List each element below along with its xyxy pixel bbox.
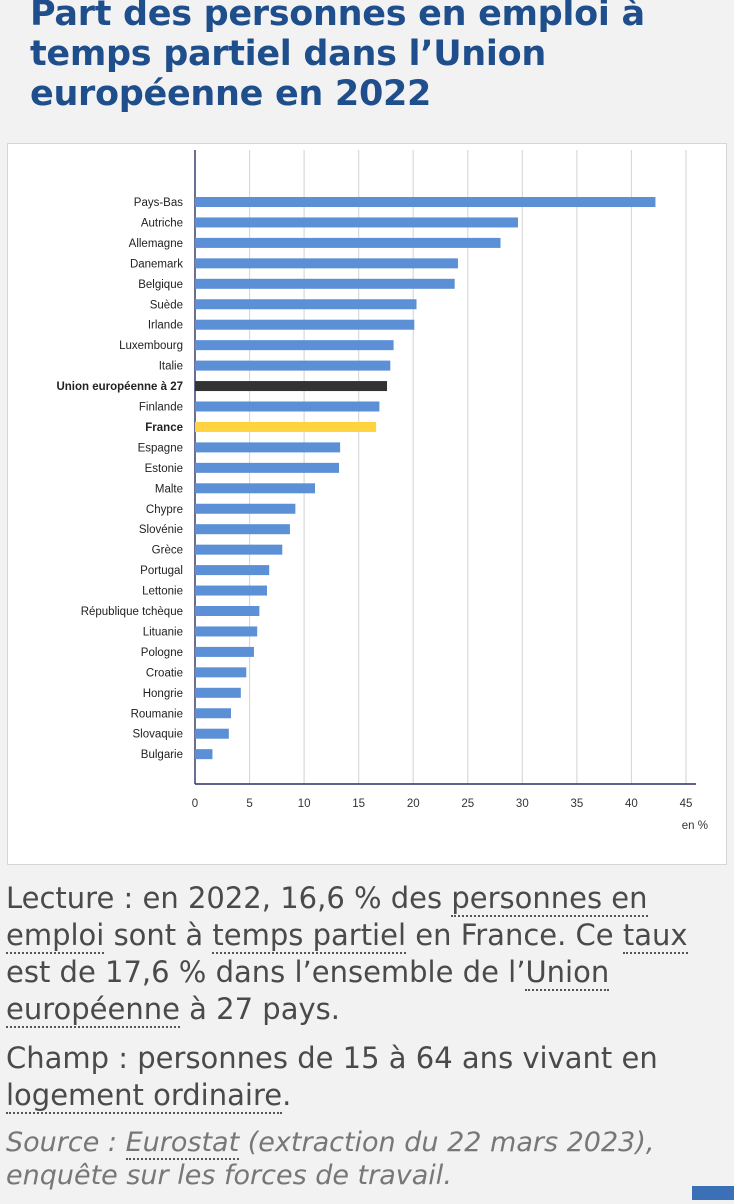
- category-label: Finlande: [139, 402, 183, 414]
- bar: [195, 687, 241, 698]
- category-label: Slovénie: [139, 524, 183, 536]
- bar: [195, 258, 458, 269]
- bar: [195, 708, 232, 719]
- x-tick-label: 15: [352, 798, 365, 810]
- bar: [195, 544, 283, 555]
- category-label: Hongrie: [143, 688, 183, 700]
- x-tick-label: 35: [570, 798, 583, 810]
- bar: [195, 217, 518, 228]
- category-label: Danemark: [130, 258, 183, 270]
- chart-notes: Lecture : en 2022, 16,6 % des personnes …: [6, 880, 730, 1204]
- note-text: (extraction du 22 mars 2023), enquête su…: [6, 1127, 655, 1191]
- note-text: en France. Ce: [406, 918, 623, 952]
- glossary-link[interactable]: Eurostat: [125, 1127, 240, 1160]
- chart-panel: 0 5 10 15 20 25 30 35 40 45 en % Pays-Bas Autriche Al…: [7, 143, 727, 865]
- glossary-link[interactable]: taux: [622, 918, 688, 954]
- category-label: Union européenne à 27: [56, 381, 183, 393]
- bar: [195, 749, 213, 760]
- category-label: Lituanie: [143, 626, 183, 638]
- x-tick-label: 30: [516, 798, 529, 810]
- category-label: Belgique: [138, 279, 183, 291]
- category-label: Suède: [150, 299, 183, 311]
- bar: [195, 524, 290, 535]
- bar: [195, 401, 380, 412]
- bar: [195, 340, 394, 351]
- bar: [195, 319, 415, 330]
- glossary-link[interactable]: temps partiel: [212, 918, 407, 954]
- note-text: Lecture : en 2022, 16,6 % des: [6, 881, 452, 915]
- bar: [195, 421, 377, 432]
- category-label: Grèce: [152, 545, 183, 557]
- category-label: Lettonie: [142, 586, 183, 598]
- x-unit-label: en %: [682, 820, 708, 832]
- x-tick-label: 20: [407, 798, 420, 810]
- bar: [195, 278, 455, 289]
- source-note: Source : Eurostat (extraction du 22 mars…: [6, 1126, 730, 1192]
- category-label: Luxembourg: [119, 340, 183, 352]
- category-label: Pologne: [141, 647, 183, 659]
- note-text: .: [282, 1078, 292, 1112]
- note-text: sont à: [104, 918, 213, 952]
- category-label: Slovaquie: [132, 729, 183, 741]
- note-text: Source :: [6, 1127, 126, 1158]
- bar: [195, 237, 501, 248]
- bar: [195, 606, 260, 616]
- bar: [195, 442, 341, 453]
- scroll-top-button[interactable]: [692, 1186, 734, 1200]
- bar: [195, 646, 254, 657]
- category-label: Espagne: [138, 442, 183, 454]
- x-tick-label: 0: [192, 798, 198, 810]
- x-tick-label: 45: [680, 798, 693, 810]
- category-label: Chypre: [146, 504, 183, 516]
- bar: [195, 462, 340, 473]
- x-tick-label: 10: [298, 798, 311, 810]
- note-text: Champ : personnes de 15 à 64 ans vivant …: [6, 1041, 658, 1075]
- bar: [195, 667, 247, 678]
- bar-chart: 0 5 10 15 20 25 30 35 40 45 en % Pays-Bas Autriche Al…: [56, 150, 708, 832]
- x-tick-label: 25: [461, 798, 474, 810]
- category-label: France: [145, 422, 183, 434]
- category-label: Portugal: [140, 565, 183, 577]
- bar: [195, 483, 316, 494]
- bar: [195, 565, 270, 576]
- category-label: Malte: [155, 483, 183, 495]
- bar: [195, 626, 258, 637]
- x-tick-label: 40: [625, 798, 638, 810]
- champ-note: Champ : personnes de 15 à 64 ans vivant …: [6, 1040, 730, 1114]
- category-label: Bulgarie: [141, 749, 183, 761]
- category-label: Pays-Bas: [134, 197, 183, 209]
- category-label: République tchèque: [81, 606, 183, 618]
- category-label: Roumanie: [131, 708, 183, 720]
- bar: [195, 299, 417, 310]
- category-label: Irlande: [148, 320, 183, 332]
- category-label: Autriche: [141, 217, 183, 229]
- glossary-link[interactable]: personnes en emploi: [6, 881, 648, 954]
- bar: [195, 197, 656, 207]
- glossary-link[interactable]: Union européenne: [6, 955, 610, 1028]
- bar: [195, 381, 388, 392]
- lecture-note: Lecture : en 2022, 16,6 % des personnes …: [6, 880, 730, 1028]
- bar: [195, 728, 229, 739]
- note-text: à 27 pays.: [179, 992, 340, 1026]
- bar: [195, 585, 268, 596]
- bar: [195, 360, 391, 371]
- x-tick-label: 5: [246, 798, 252, 810]
- note-text: est de 17,6 % dans l’ensemble de l’: [6, 955, 526, 989]
- chart-title: Part des personnes en emploi à temps par…: [30, 0, 645, 114]
- category-label: Allemagne: [129, 238, 183, 250]
- category-label: Italie: [159, 361, 183, 373]
- glossary-link[interactable]: logement ordinaire: [6, 1078, 283, 1114]
- category-label: Estonie: [145, 463, 183, 475]
- category-label: Croatie: [146, 667, 183, 679]
- bar: [195, 503, 296, 514]
